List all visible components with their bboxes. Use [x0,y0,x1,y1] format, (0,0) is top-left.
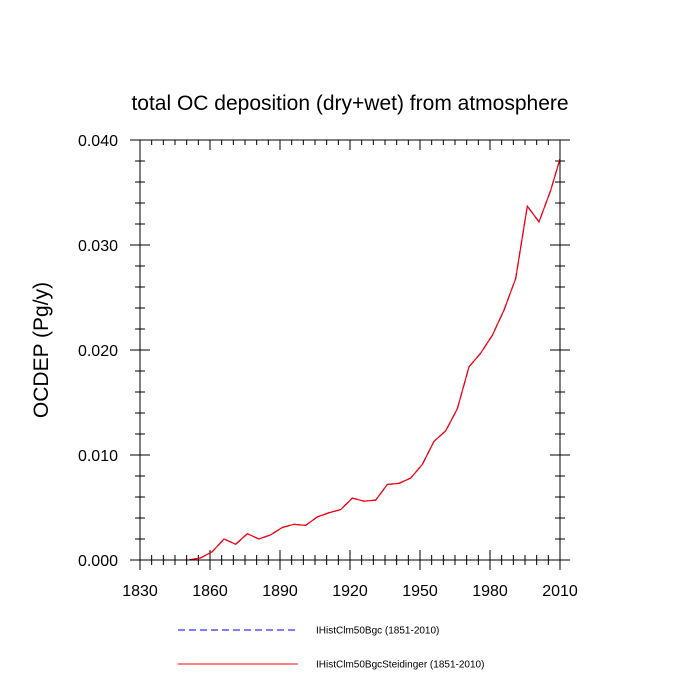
x-tick-label: 1920 [332,583,368,600]
series-line-2 [188,158,561,561]
chart-title: total OC deposition (dry+wet) from atmos… [131,92,568,115]
y-tick-label: 0.040 [78,133,118,150]
tick-labels: 1830 1860 1890 1920 1950 1980 2010 0.000 0.010 0.… [78,133,578,600]
legend-label-2: IHistClm50BgcSteidinger (1851-2010) [316,660,484,671]
series-layer [188,158,561,561]
y-axis-label: OCDEP (Pg/y) [30,282,53,418]
legend: IHistClm50Bgc (1851-2010) IHistClm50BgcSt… [178,626,484,671]
y-tick-label: 0.010 [78,448,118,465]
x-tick-label: 1890 [262,583,298,600]
y-tick-label: 0.030 [78,238,118,255]
minor-ticks [135,139,565,565]
x-tick-label: 1830 [122,583,158,600]
y-tick-label: 0.000 [78,553,118,570]
major-ticks [130,139,570,570]
y-tick-label: 0.020 [78,343,118,360]
x-tick-label: 1860 [192,583,228,600]
legend-label-1: IHistClm50Bgc (1851-2010) [316,626,439,637]
x-tick-label: 1980 [472,583,508,600]
x-tick-label: 2010 [542,583,578,600]
plot-frame [139,139,561,561]
x-tick-label: 1950 [402,583,438,600]
